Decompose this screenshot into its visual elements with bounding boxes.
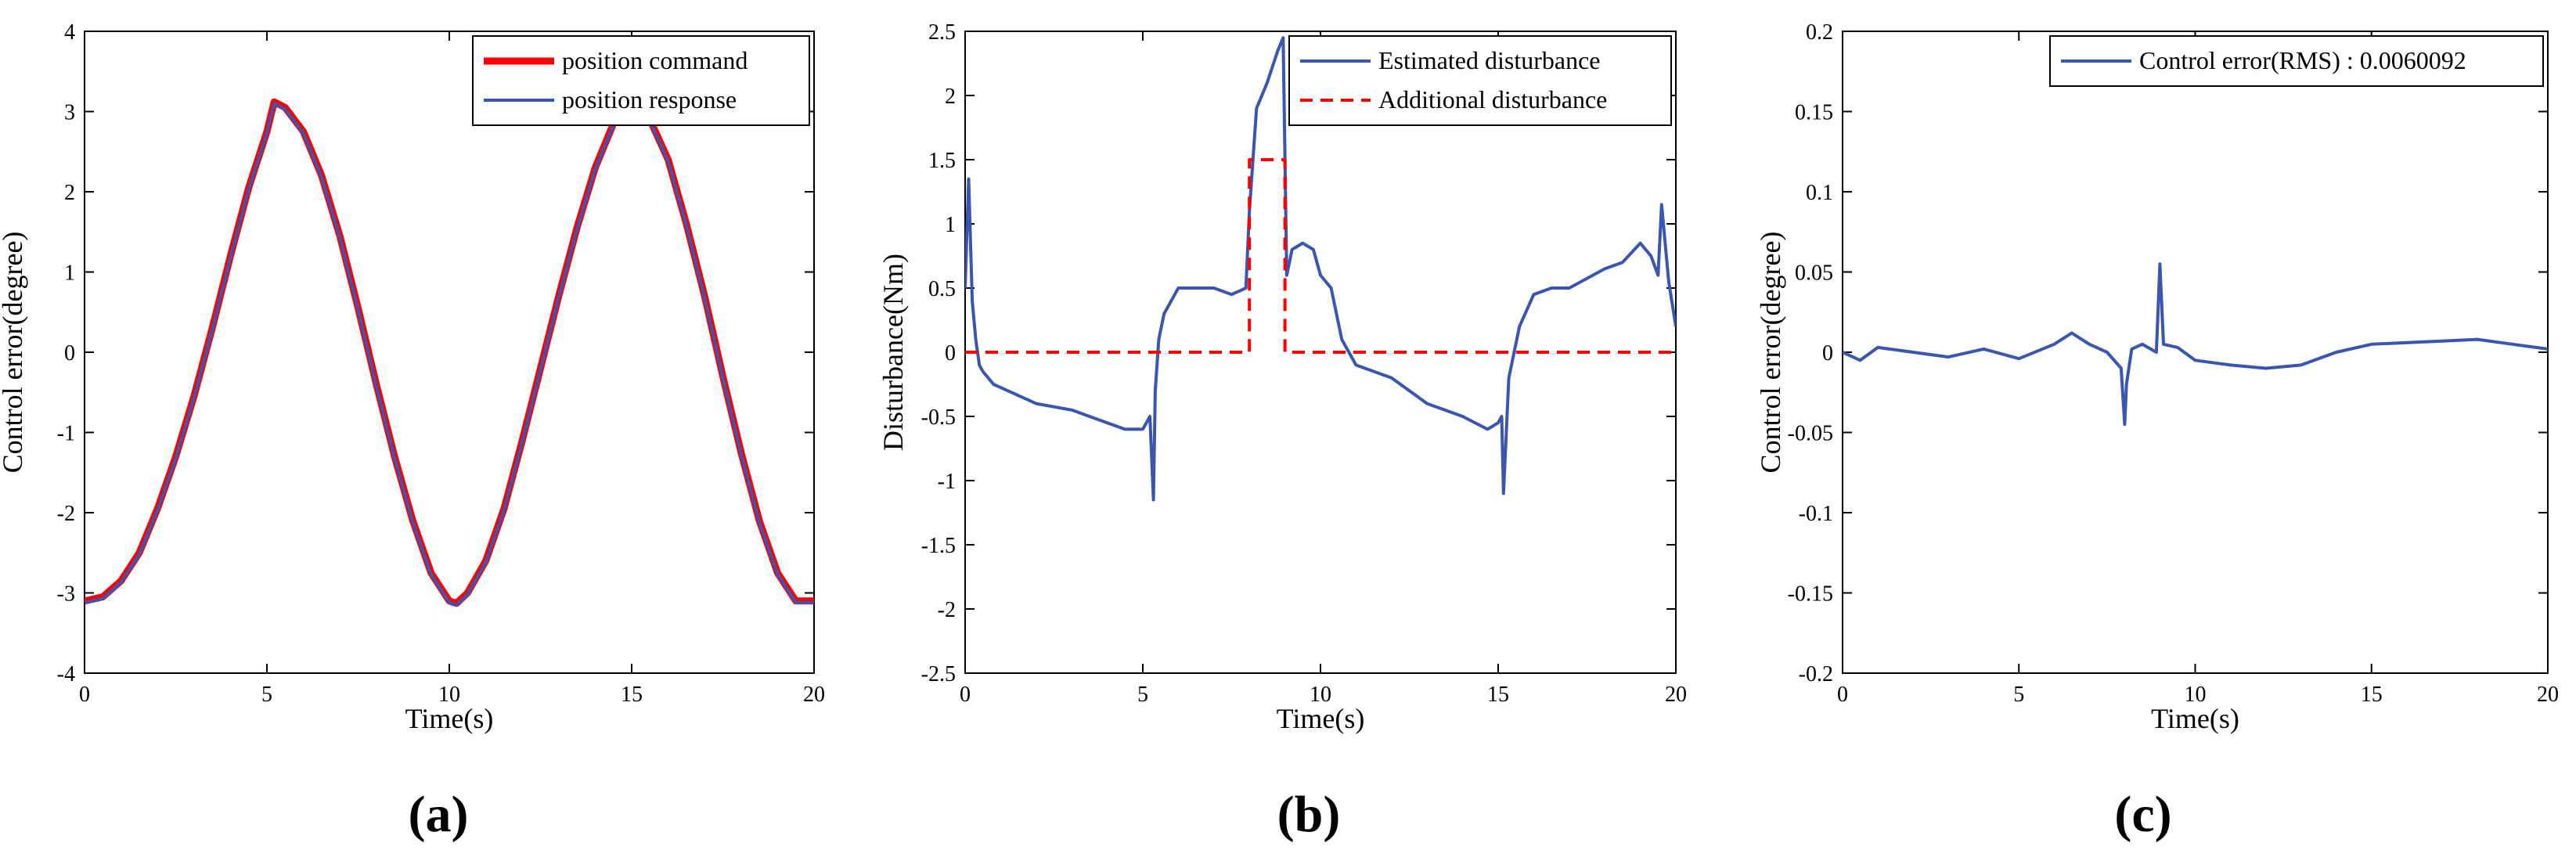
y-tick-label: 0: [64, 341, 75, 366]
x-axis-label: Time(s): [405, 703, 494, 734]
series-line-1: [85, 102, 814, 607]
x-axis-label: Time(s): [1277, 703, 1365, 734]
x-tick-label: 5: [261, 683, 272, 707]
x-tick-label: 15: [621, 683, 643, 707]
y-tick-label: -2.5: [921, 662, 956, 686]
x-tick-label: 15: [2361, 683, 2383, 707]
y-tick-label: -0.2: [1799, 662, 1833, 686]
y-axis-label: Disturbance(Nm): [877, 254, 909, 451]
y-tick-label: 0: [1822, 341, 1833, 366]
legend-label-0: position command: [562, 46, 748, 74]
legend-box: [1288, 35, 1672, 126]
y-tick-label: -0.05: [1788, 422, 1833, 446]
y-tick-label: 2: [64, 181, 75, 205]
x-tick-label: 5: [1137, 683, 1148, 707]
series-line-1: [965, 158, 1676, 354]
y-tick-label: -1.5: [921, 534, 956, 558]
y-tick-label: 1: [945, 213, 956, 237]
x-tick-label: 20: [803, 683, 825, 707]
y-tick-label: -0.1: [1799, 502, 1833, 526]
y-axis-label: Control error(degree): [1755, 232, 1786, 474]
y-tick-label: 0.05: [1795, 261, 1833, 286]
y-tick-label: 1.5: [928, 149, 956, 173]
panel-c: 0 5 10 15 20 -0.2 -0.15 -0.1 -0.05 0 0.05 0.1 0.15 0.…: [1755, 20, 2559, 843]
y-tick-label: 0.2: [1806, 20, 1833, 45]
legend-label-0: Control error(RMS) : 0.0060092: [2139, 46, 2466, 74]
y-tick-label: 0.1: [1806, 181, 1833, 205]
x-tick-label: 10: [1310, 683, 1331, 707]
y-tick-label: -4: [57, 662, 75, 686]
x-tick-label: 0: [960, 683, 971, 707]
y-tick-label: -0.5: [921, 405, 956, 430]
y-tick-label: 2.5: [928, 20, 956, 45]
legend-label-1: position response: [562, 85, 737, 113]
y-tick-label: 0.5: [928, 277, 956, 301]
x-tick-label: 0: [1837, 683, 1848, 707]
panel-b: 0 5 10 15 20 -2.5 -2 -1.5 -1 -0.5 0 0.5 1 1.5 2 2.5 Esti…: [877, 20, 1687, 843]
x-tick-label: 15: [1487, 683, 1509, 707]
legend-box: [2049, 35, 2544, 87]
y-tick-label: -2: [57, 502, 75, 526]
x-tick-label: 10: [438, 683, 460, 707]
x-tick-label: 10: [2185, 683, 2207, 707]
legend-box: [472, 35, 810, 126]
legend-label-0: Estimated disturbance: [1378, 46, 1600, 74]
x-axis-label: Time(s): [2151, 703, 2239, 734]
x-tick-label: 20: [2537, 683, 2559, 707]
series-line-0: [965, 36, 1676, 502]
y-tick-label: 3: [64, 101, 75, 125]
y-tick-label: 0: [945, 341, 956, 366]
y-tick-label: -3: [57, 582, 75, 607]
panel-a: 0 5 10 15 20 -4 -3 -2 -1 0 1 2 3 4 position command pos…: [0, 20, 825, 843]
panel-label: (b): [1277, 786, 1341, 843]
y-tick-label: -2: [938, 598, 956, 622]
panel-label: (a): [409, 786, 469, 843]
axes-box: [1842, 31, 2549, 674]
panel-label: (c): [2114, 786, 2171, 843]
y-tick-label: 2: [945, 85, 956, 109]
y-tick-label: -1: [57, 422, 75, 446]
y-tick-label: 4: [64, 20, 75, 45]
legend-label-1: Additional disturbance: [1378, 85, 1607, 113]
y-tick-label: 1: [64, 261, 75, 286]
x-tick-label: 5: [2013, 683, 2024, 707]
x-tick-label: 20: [1665, 683, 1687, 707]
x-tick-label: 0: [79, 683, 90, 707]
y-tick-label: -0.15: [1788, 582, 1833, 607]
series-line-0: [1843, 262, 2548, 427]
y-axis-label: Control error(degree): [0, 232, 28, 474]
y-tick-label: 0.15: [1795, 101, 1833, 125]
y-tick-label: -1: [938, 470, 956, 494]
axes-box: [84, 31, 815, 674]
